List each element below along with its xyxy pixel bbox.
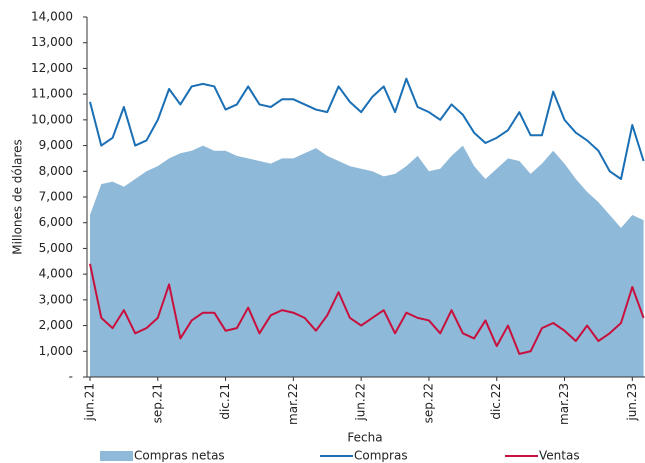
y-tick-label: 11,000 [31,87,73,101]
x-tick-label: sep.21 [150,383,164,423]
y-tick-label: - [69,370,73,384]
y-tick-label: 12,000 [31,61,73,75]
x-axis-label: Fecha [347,431,382,445]
legend-label: Compras netas [134,449,225,463]
y-tick-label: 14,000 [31,10,73,24]
line [89,77,645,180]
x-tick-label: jun.21 [83,383,97,422]
area [90,145,644,377]
y-tick-label: 8,000 [39,164,73,178]
y-tick-label: 9,000 [39,138,73,152]
y-tick-label: 5,000 [39,241,73,255]
y-tick-label: 13,000 [31,35,73,49]
legend-label: Compras [354,449,408,463]
y-tick-label: 6,000 [39,215,73,229]
y-tick-label: 10,000 [31,112,73,126]
x-tick-label: mar.22 [286,383,300,425]
x-tick-label: jun.23 [625,383,639,422]
y-axis-label: Millones de dólares [11,139,25,255]
x-tick-label: dic.21 [218,383,232,420]
legend-label: Ventas [539,449,580,463]
x-tick-label: dic.22 [489,383,503,420]
y-tick-label: 1,000 [39,344,73,358]
legend-swatch [100,451,133,461]
y-tick-label: 4,000 [39,267,73,281]
y-tick-label: 3,000 [39,292,73,306]
line [89,263,645,355]
y-tick-label: 7,000 [39,190,73,204]
x-tick-label: mar.23 [557,383,571,425]
x-tick-label: sep.22 [421,383,435,423]
y-tick-label: 2,000 [39,318,73,332]
x-tick-label: jun.22 [354,383,368,422]
